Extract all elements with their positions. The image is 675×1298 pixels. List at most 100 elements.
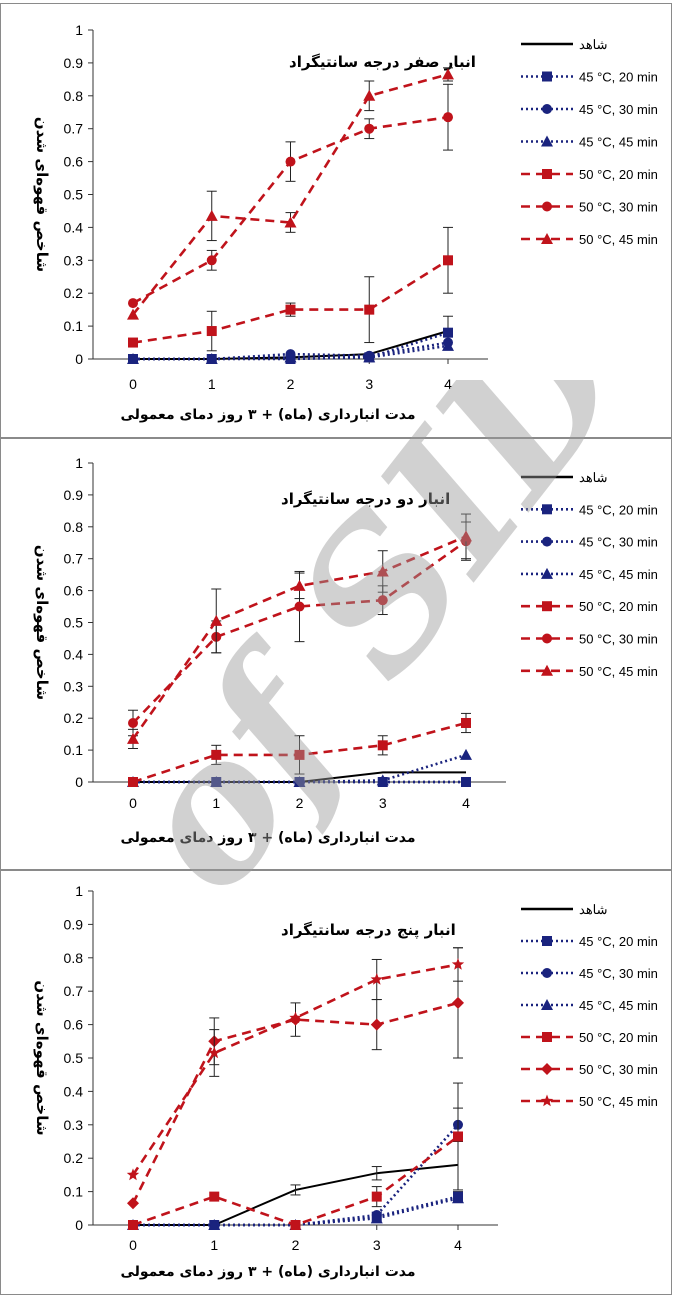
chart-title: انبار صفر درجه سانتیگراد bbox=[289, 53, 476, 71]
y-tick-label: 0.9 bbox=[64, 916, 84, 932]
x-tick-label: 0 bbox=[129, 1237, 137, 1253]
y-tick-label: 0.6 bbox=[64, 583, 84, 599]
y-tick-label: 0.5 bbox=[64, 187, 84, 203]
series-line bbox=[131, 73, 449, 316]
legend-label: شاهد bbox=[579, 470, 608, 485]
legend-label: 50 °C, 20 min bbox=[579, 167, 658, 182]
data-point bbox=[460, 748, 472, 760]
data-point bbox=[294, 749, 305, 760]
y-tick-label: 0.4 bbox=[64, 1083, 84, 1099]
y-tick-label: 0.5 bbox=[64, 615, 84, 631]
data-point bbox=[293, 579, 306, 591]
series-line bbox=[132, 259, 449, 344]
data-point bbox=[284, 216, 297, 228]
data-point bbox=[128, 717, 138, 728]
data-point bbox=[128, 298, 138, 309]
legend-label: 50 °C, 45 min bbox=[579, 1094, 658, 1109]
legend-marker bbox=[542, 169, 552, 179]
data-point bbox=[285, 304, 296, 315]
y-axis-label: شاخص قهوه‌ای شدن bbox=[33, 980, 51, 1135]
legend: شاهد 45 °C, 20 min 45 °C, 30 min 45 °C, 45 … bbox=[521, 470, 658, 679]
x-axis-label: مدت انبارداری (ماه) + ۳ روز دمای معمولی bbox=[120, 830, 415, 846]
legend-marker bbox=[541, 233, 553, 244]
chart-panel-1: 0 0.1 0.2 0.3 0.4 0.5 0.6 0.7 0.8 0.9 1 0 1 2 3 4 مدت ان… bbox=[0, 3, 672, 438]
series-3 bbox=[127, 339, 454, 364]
x-tick-label: 2 bbox=[296, 795, 304, 811]
y-tick-label: 0.3 bbox=[64, 678, 84, 694]
legend-marker bbox=[540, 1094, 554, 1107]
y-tick-label: 1 bbox=[75, 455, 83, 471]
data-point bbox=[460, 530, 472, 542]
data-point bbox=[208, 1219, 221, 1230]
series-5 bbox=[128, 521, 471, 737]
legend-marker bbox=[541, 135, 553, 147]
y-tick-label: 0.7 bbox=[64, 121, 84, 137]
x-tick-label: 2 bbox=[287, 376, 295, 392]
x-tick-label: 1 bbox=[212, 795, 220, 811]
legend-marker bbox=[541, 999, 553, 1010]
data-point bbox=[364, 123, 375, 134]
series-6 bbox=[127, 67, 454, 320]
legend-label: 45 °C, 30 min bbox=[579, 102, 658, 117]
data-point bbox=[363, 89, 376, 101]
y-tick-label: 0.6 bbox=[64, 1017, 84, 1033]
y-axis-label: شاخص قهوه‌ای شدن bbox=[33, 117, 51, 272]
data-point bbox=[442, 339, 454, 351]
data-point bbox=[377, 740, 388, 751]
series-line bbox=[131, 535, 467, 740]
series-6 bbox=[126, 947, 465, 1181]
x-tick-label: 3 bbox=[379, 795, 387, 811]
chart-panel-3: 0 0.1 0.2 0.3 0.4 0.5 0.6 0.7 0.8 0.9 1 0 1 2 3 4 مدت ان… bbox=[0, 870, 672, 1295]
x-axis-label: مدت انبارداری (ماه) + ۳ روز دمای معمولی bbox=[120, 1264, 415, 1280]
x-tick-label: 3 bbox=[365, 376, 373, 392]
data-point bbox=[205, 353, 218, 364]
x-tick-label: 3 bbox=[373, 1237, 381, 1253]
y-tick-label: 0.9 bbox=[64, 487, 84, 503]
data-point bbox=[452, 996, 464, 1009]
legend-marker bbox=[541, 664, 553, 676]
y-tick-label: 0.1 bbox=[64, 318, 84, 334]
series-line bbox=[133, 1123, 459, 1227]
data-point bbox=[285, 156, 296, 167]
data-point bbox=[461, 777, 471, 787]
y-tick-label: 0 bbox=[75, 351, 83, 367]
y-tick-label: 0.2 bbox=[64, 1150, 84, 1166]
x-tick-label: 4 bbox=[454, 1237, 462, 1253]
data-point bbox=[206, 255, 217, 266]
legend-label: 45 °C, 30 min bbox=[579, 535, 658, 550]
data-point bbox=[461, 717, 471, 728]
data-point bbox=[210, 776, 223, 787]
y-tick-label: 0 bbox=[75, 774, 83, 790]
legend: شاهد 45 °C, 20 min 45 °C, 30 min 45 °C, 45 … bbox=[521, 902, 658, 1109]
legend-marker bbox=[542, 1032, 552, 1042]
y-tick-label: 1 bbox=[75, 883, 83, 899]
legend-label: 50 °C, 20 min bbox=[579, 599, 658, 614]
data-point bbox=[208, 1046, 221, 1059]
y-tick-label: 0.3 bbox=[64, 1117, 84, 1133]
x-tick-label: 1 bbox=[210, 1237, 218, 1253]
data-point bbox=[452, 1192, 464, 1204]
y-tick-label: 0.5 bbox=[64, 1050, 84, 1066]
data-point bbox=[443, 327, 453, 338]
legend-marker bbox=[542, 601, 552, 612]
x-tick-label: 1 bbox=[208, 376, 216, 392]
data-point bbox=[284, 351, 297, 363]
legend-label: شاهد bbox=[579, 902, 608, 917]
series-6 bbox=[127, 513, 472, 750]
chart-title: انبار پنج درجه سانتیگراد bbox=[281, 921, 456, 940]
data-point bbox=[443, 112, 453, 123]
y-tick-label: 0.3 bbox=[64, 252, 84, 268]
data-point bbox=[127, 308, 139, 320]
y-axis-label: شاخص قهوه‌ای شدن bbox=[33, 545, 51, 700]
legend-marker bbox=[542, 633, 552, 644]
legend-label: شاهد bbox=[579, 37, 608, 52]
data-point bbox=[127, 353, 139, 364]
legend-label: 45 °C, 20 min bbox=[579, 934, 658, 949]
legend-marker bbox=[542, 936, 552, 946]
series-4 bbox=[128, 1082, 463, 1230]
data-point bbox=[364, 304, 375, 315]
y-tick-label: 0.2 bbox=[64, 285, 84, 301]
chart-1-svg: 0 0.1 0.2 0.3 0.4 0.5 0.6 0.7 0.8 0.9 1 0 1 2 3 4 مدت ان… bbox=[33, 455, 658, 846]
x-tick-label: 0 bbox=[129, 795, 137, 811]
legend-label: 50 °C, 30 min bbox=[579, 1062, 658, 1077]
